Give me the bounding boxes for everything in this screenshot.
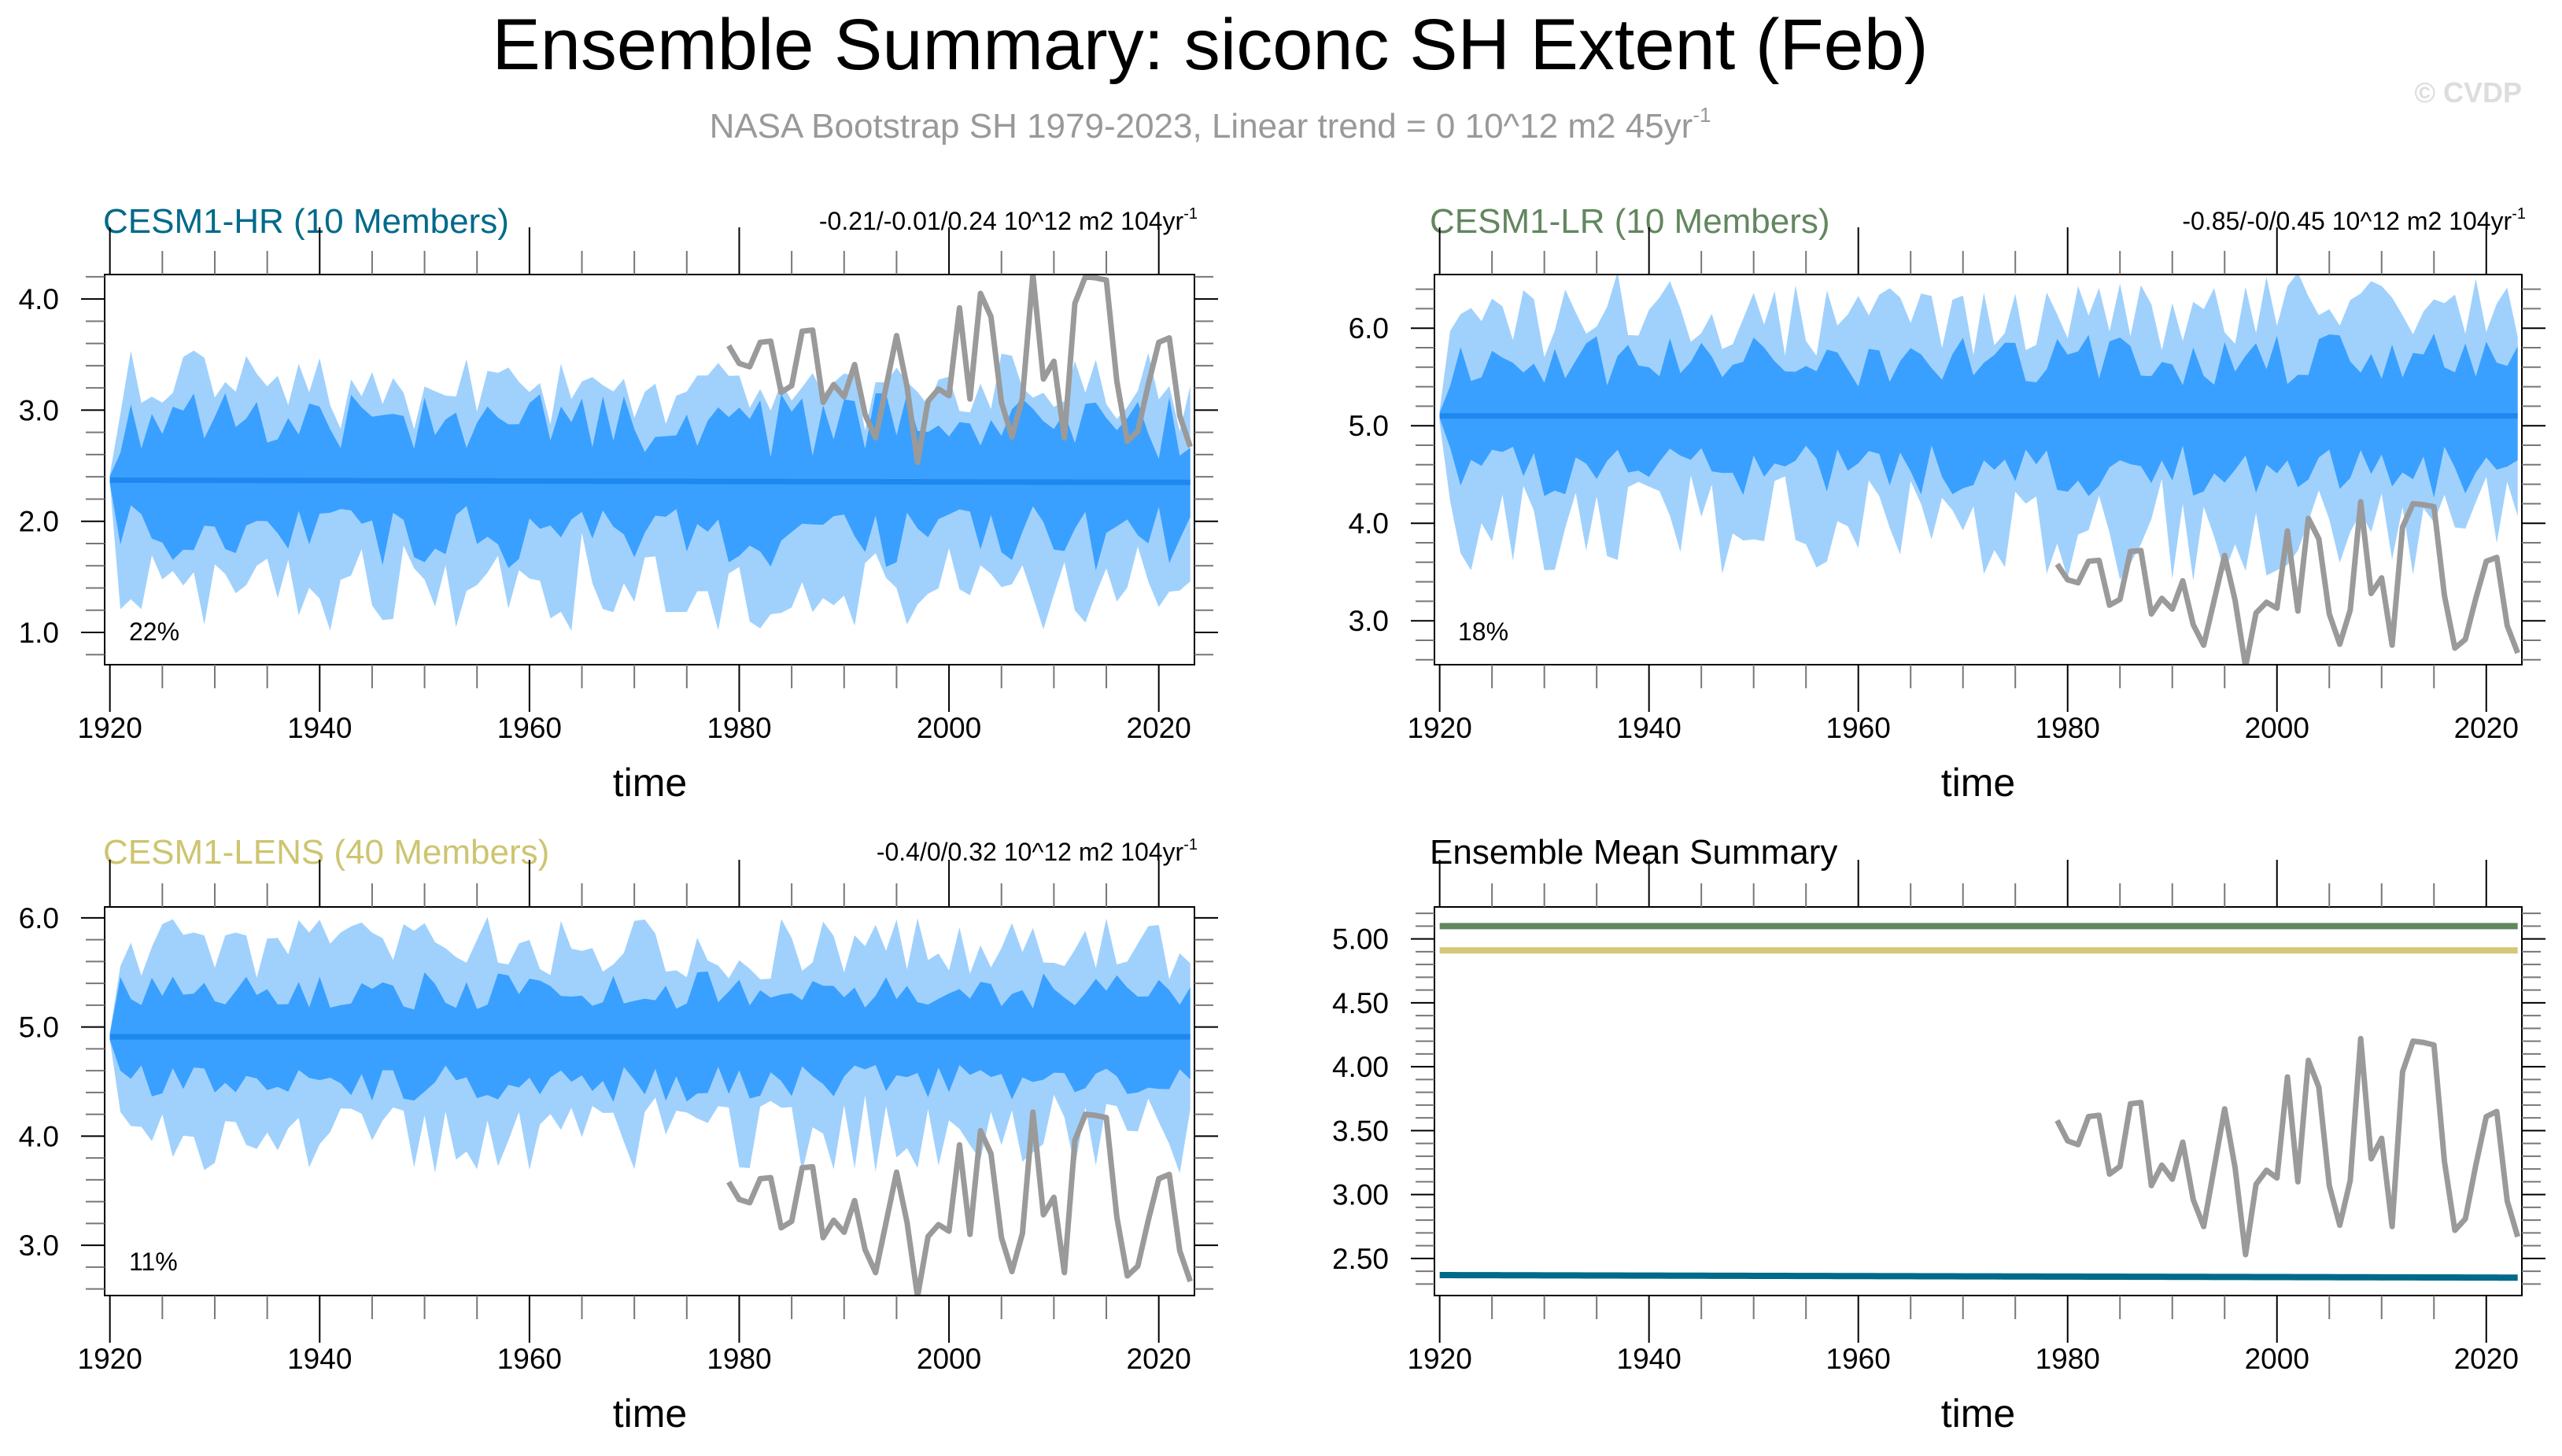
y-tick-label: 4.0: [1349, 507, 1389, 540]
panel-cesm1-lr: CESM1-LR (10 Members) -0.85/-0/0.45 10^1…: [1349, 202, 2545, 805]
x-tick-label: 2000: [917, 1343, 981, 1375]
y-tick-label: 2.0: [19, 506, 59, 538]
trend-label: -0.85/-0/0.45 10^12 m2 104yr-1: [2182, 205, 2526, 235]
y-tick-label: 1.0: [19, 617, 59, 649]
percent-label: 18%: [1458, 617, 1508, 646]
x-tick-label: 1940: [287, 712, 352, 744]
panel-title: CESM1-LENS (40 Members): [103, 833, 549, 872]
y-tick-label: 3.00: [1332, 1179, 1389, 1211]
x-tick-label: 1920: [1407, 1343, 1471, 1375]
x-tick-label: 2020: [2454, 712, 2519, 744]
y-tick-label: 5.0: [1349, 410, 1389, 442]
trend-label: -0.4/0/0.32 10^12 m2 104yr-1: [877, 836, 1198, 866]
plot-frame: [104, 274, 1195, 665]
x-tick-label: 1940: [1617, 712, 1682, 744]
percent-label: 22%: [129, 617, 179, 646]
ensemble-mean-line-cesm1-hr: [1439, 1272, 2518, 1281]
plot-area: [1439, 923, 2521, 1281]
plot-frame: [1434, 906, 2523, 1296]
y-tick-label: 5.0: [19, 1012, 59, 1044]
plot-frame: [1434, 274, 2523, 665]
cvdp-watermark: © CVDP: [2414, 76, 2522, 109]
plot-area: [109, 275, 1193, 631]
trend-superscript: -1: [1183, 205, 1198, 223]
y-tick-label: 3.50: [1332, 1115, 1389, 1147]
x-tick-label: 1920: [1407, 712, 1471, 744]
y-tick-label: 4.50: [1332, 987, 1389, 1019]
x-tick-label: 1980: [2036, 1343, 2100, 1375]
y-tick-label: 4.0: [19, 283, 59, 315]
observations-line: [726, 275, 1193, 466]
x-axis-label: time: [613, 1391, 687, 1436]
x-tick-label: 2020: [1127, 1343, 1191, 1375]
plot-area: [1439, 275, 2520, 665]
panel-ensemble-mean-summary: Ensemble Mean Summary time 1920 1940 1960 1…: [1332, 833, 2545, 1436]
panel-title: CESM1-LR (10 Members): [1430, 202, 1830, 241]
trend-text: -0.85/-0/0.45 10^12 m2 104yr: [2182, 207, 2512, 235]
ensemble-mean-line: [109, 477, 1191, 485]
x-tick-label: 1960: [1826, 1343, 1891, 1375]
figure-subtitle: NASA Bootstrap SH 1979-2023, Linear tren…: [710, 103, 1711, 146]
y-tick-label: 2.50: [1332, 1243, 1389, 1275]
x-axis-label: time: [1941, 761, 2015, 805]
observations-line: [2054, 499, 2520, 665]
trend-superscript: -1: [2512, 205, 2526, 223]
panel-title: CESM1-HR (10 Members): [103, 202, 509, 241]
subtitle-superscript: -1: [1693, 103, 1711, 127]
x-tick-label: 1940: [1617, 1343, 1682, 1375]
x-tick-label: 1960: [497, 712, 562, 744]
panel-cesm1-hr: CESM1-HR (10 Members) -0.21/-0.01/0.24 1…: [19, 202, 1218, 805]
y-tick-label: 6.0: [1349, 312, 1389, 345]
x-tick-label: 2000: [2245, 1343, 2309, 1375]
x-tick-label: 1960: [1826, 712, 1891, 744]
y-tick-label: 3.0: [19, 394, 59, 426]
x-axis-label: time: [613, 761, 687, 805]
x-tick-label: 1920: [78, 712, 142, 744]
trend-text: -0.21/-0.01/0.24 10^12 m2 104yr: [819, 207, 1184, 235]
x-tick-label: 1940: [287, 1343, 352, 1375]
trend-label: -0.21/-0.01/0.24 10^12 m2 104yr-1: [819, 205, 1198, 235]
x-tick-label: 1980: [707, 712, 771, 744]
trend-superscript: -1: [1183, 836, 1198, 853]
observations-line: [726, 1109, 1193, 1296]
panel-title: Ensemble Mean Summary: [1430, 833, 1837, 872]
plot-area: [109, 916, 1193, 1296]
x-tick-label: 1920: [78, 1343, 142, 1375]
x-tick-label: 1980: [707, 1343, 771, 1375]
figure-title: Ensemble Summary: siconc SH Extent (Feb): [492, 5, 1928, 85]
x-axis-label: time: [1941, 1391, 2015, 1436]
x-tick-label: 2020: [2454, 1343, 2519, 1375]
y-tick-label: 3.0: [19, 1229, 59, 1262]
subtitle-text: NASA Bootstrap SH 1979-2023, Linear tren…: [710, 107, 1693, 146]
x-tick-label: 1960: [497, 1343, 562, 1375]
x-tick-label: 2000: [2245, 712, 2309, 744]
y-tick-label: 4.0: [19, 1120, 59, 1152]
trend-text: -0.4/0/0.32 10^12 m2 104yr: [877, 838, 1184, 866]
y-tick-label: 6.0: [19, 902, 59, 934]
y-tick-label: 5.00: [1332, 923, 1389, 956]
x-tick-label: 1980: [2036, 712, 2100, 744]
x-tick-label: 2020: [1127, 712, 1191, 744]
y-tick-label: 3.0: [1349, 605, 1389, 637]
panel-cesm1-lens: CESM1-LENS (40 Members) -0.4/0/0.32 10^1…: [19, 833, 1218, 1436]
percent-label: 11%: [129, 1248, 178, 1276]
y-tick-label: 4.00: [1332, 1051, 1389, 1083]
observations-line: [2054, 1035, 2521, 1258]
x-tick-label: 2000: [917, 712, 981, 744]
plot-frame: [104, 906, 1195, 1296]
